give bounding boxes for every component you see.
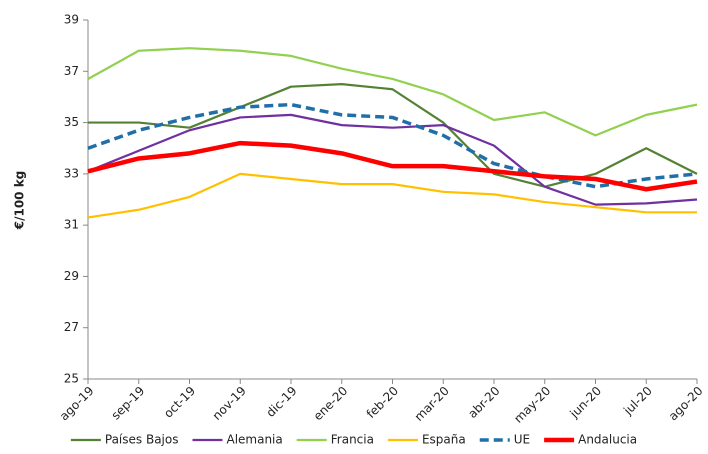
series-line xyxy=(87,172,697,219)
y-tick-label: 33 xyxy=(64,166,79,180)
x-tick-label: ago-19 xyxy=(57,384,97,424)
legend-label: Francia xyxy=(331,433,374,447)
series-line xyxy=(87,47,698,137)
x-tick-label: sep-19 xyxy=(109,384,148,423)
y-axis-label: €/100 kg xyxy=(13,171,27,231)
series-line xyxy=(87,140,698,192)
series-line xyxy=(87,113,698,206)
y-tick-label: 35 xyxy=(64,115,79,129)
series-line xyxy=(87,102,698,189)
y-tick-label: 25 xyxy=(64,372,79,386)
x-tick-label: feb-20 xyxy=(364,384,401,421)
y-tick-label: 27 xyxy=(64,320,79,334)
x-tick-label: may-20 xyxy=(511,384,553,426)
series-line xyxy=(88,83,698,188)
y-tick-label: 37 xyxy=(64,64,79,78)
x-tick-label: abr-20 xyxy=(465,384,502,421)
legend-label: Alemania xyxy=(226,433,282,447)
y-tick-label: 29 xyxy=(64,269,79,283)
legend-label: UE xyxy=(514,433,530,447)
legend-label: Andalucia xyxy=(578,433,637,447)
x-tick-label: oct-19 xyxy=(161,384,198,421)
legend-label: Países Bajos xyxy=(105,433,179,447)
y-tick-label: 31 xyxy=(64,218,79,232)
x-tick-label: ago-20 xyxy=(666,384,706,424)
x-tick-label: dic-19 xyxy=(263,384,299,420)
x-tick-label: mar-20 xyxy=(412,384,452,424)
x-tick-label: jun-20 xyxy=(567,384,605,422)
y-tick-label: 39 xyxy=(64,13,79,27)
x-tick-label: nov-19 xyxy=(210,384,249,423)
legend-label: España xyxy=(422,433,466,447)
x-tick-label: ene-20 xyxy=(311,384,351,424)
x-tick-label: jul-20 xyxy=(620,384,655,419)
